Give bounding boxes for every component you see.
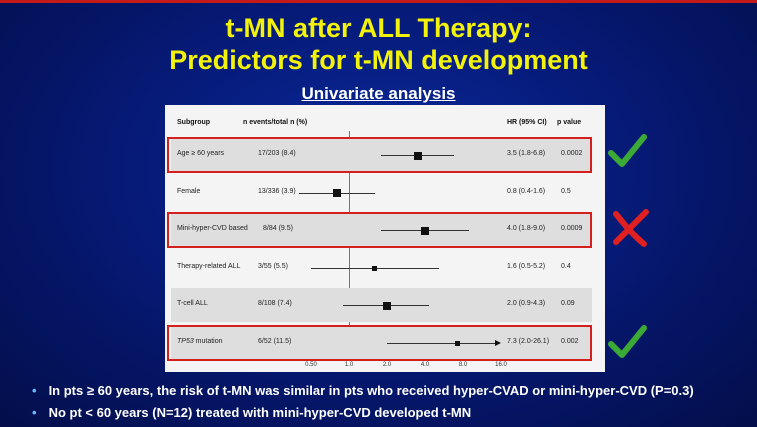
row-n-events: 8/84 (9.5) (263, 225, 293, 232)
row-subgroup-text: T-cell ALL (177, 300, 208, 307)
slide-title-line1: t-MN after ALL Therapy: (225, 13, 532, 43)
row-subgroup: Therapy-related ALL (177, 263, 240, 270)
row-n-events: 13/336 (3.9) (258, 187, 296, 195)
bullet-1-text: In pts ≥ 60 years, the risk of t-MN was … (48, 383, 694, 398)
x-tick-label: 1.0 (344, 362, 354, 368)
row-subgroup: Mini-hyper-CVD based (177, 225, 248, 232)
row-band (171, 325, 592, 360)
top-accent-bar (0, 0, 757, 3)
row-n-events: 3/55 (5.5) (258, 262, 288, 270)
hr-point (455, 340, 461, 346)
row-subgroup: Female (177, 188, 200, 195)
hr-point (372, 265, 378, 271)
x-tick-label: 4.0 (420, 362, 430, 368)
bullet-1: • In pts ≥ 60 years, the risk of t-MN was… (32, 383, 694, 398)
highlight-box (167, 212, 592, 248)
row-subgroup-text: mutation (193, 337, 223, 345)
header-p-value: p value (557, 119, 582, 126)
row-p-value: 0.4 (561, 262, 571, 270)
row-subgroup-text: Mini-hyper-CVD based (177, 225, 248, 232)
bullet-2-text: No pt < 60 years (N=12) treated with min… (48, 405, 472, 420)
check-icon (608, 134, 647, 167)
row-hr: 3.5 (1.8-6.8) (507, 150, 546, 157)
hr-point (383, 301, 391, 310)
bullet-dot: • (32, 405, 37, 420)
row-hr: 0.8 (0.4-1.6) (507, 187, 546, 195)
row-hr: 1.6 (0.5-5.2) (507, 262, 546, 270)
hr-point (421, 226, 429, 235)
slide-subtitle: Univariate analysis (301, 84, 456, 103)
row-subgroup: TP53 mutation (177, 338, 223, 345)
row-p-value: 0.002 (561, 337, 579, 345)
row-hr: 7.3 (2.0-26.1) (507, 337, 550, 345)
row-hr: 2.0 (0.9-4.3) (507, 300, 546, 307)
x-tick-label: 8.0 (458, 362, 468, 368)
header-n-events: n events/total n (%) (243, 119, 308, 126)
ci-line (387, 342, 497, 344)
hr-point (413, 151, 422, 160)
highlight-box (167, 137, 592, 173)
x-tick-label: 2.0 (382, 362, 392, 368)
x-tick-label: 16.0 (495, 362, 507, 368)
bullet-dot: • (32, 383, 37, 398)
row-subgroup-italic: TP53 (177, 337, 194, 345)
hr-point (332, 189, 341, 197)
row-subgroup-text: Female (177, 187, 201, 195)
header-hr: HR (95% CI) (507, 119, 547, 126)
row-n-events: 8/108 (7.4) (258, 300, 292, 307)
x-tick-label: 0.50 (305, 362, 317, 368)
row-subgroup: Age ≥ 60 years (177, 150, 224, 157)
cross-icon (613, 209, 649, 247)
row-hr: 4.0 (1.8-9.0) (507, 225, 546, 232)
bullet-2: • No pt < 60 years (N=12) treated with mi… (32, 405, 471, 420)
forest-plot: Subgroup n events/total n (%) HR (95% CI… (165, 105, 605, 372)
row-n-events: 17/203 (8.4) (258, 150, 296, 157)
row-p-value: 0.09 (561, 300, 575, 307)
row-subgroup-text: Therapy-related ALL (177, 262, 241, 270)
row-p-value: 0.0002 (561, 150, 583, 157)
slide-title-line2: Predictors for t-MN development (169, 45, 588, 75)
highlight-box (167, 324, 592, 361)
row-p-value: 0.0009 (561, 225, 583, 232)
row-subgroup-text: Age ≥ 60 years (177, 150, 225, 157)
row-subgroup: T-cell ALL (177, 300, 208, 307)
row-n-events: 6/52 (11.5) (258, 337, 292, 345)
row-p-value: 0.5 (561, 187, 571, 195)
header-subgroup: Subgroup (177, 119, 211, 126)
check-icon (608, 325, 647, 358)
ci-arrowhead (495, 340, 501, 346)
